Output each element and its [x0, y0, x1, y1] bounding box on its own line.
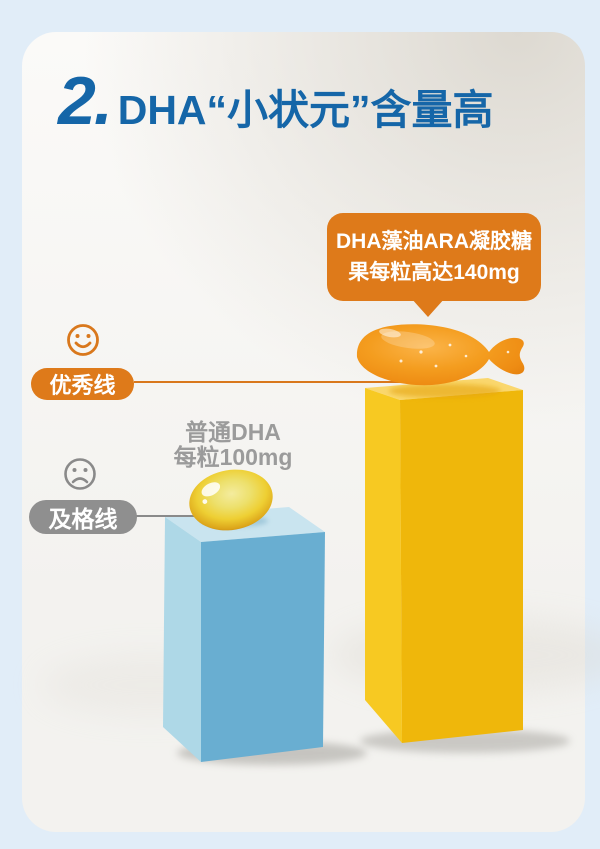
- capsule-highlight: [201, 482, 221, 497]
- excellent-line-label: 优秀线: [49, 373, 116, 398]
- callout-line1: DHA藻油ARA凝胶糖: [336, 230, 532, 253]
- pass-line-label: 及格线: [48, 506, 118, 532]
- blue-bar-left-face: [163, 517, 201, 762]
- fish-sparkles: [399, 343, 510, 368]
- excellent-line-badge: 优秀线: [31, 368, 134, 400]
- ordinary-dha-label: 普通DHA 每粒100mg: [150, 420, 316, 470]
- title-number: 2.: [58, 63, 113, 139]
- blue-bar-front-face: [201, 532, 325, 762]
- sad-face-icon: [64, 458, 96, 490]
- ordinary-dha-amount: 每粒100mg: [173, 444, 293, 470]
- ordinary-dha-name: 普通DHA: [185, 419, 281, 445]
- callout-line2: 果每粒高达140mg: [348, 261, 520, 284]
- fish-contact-shadow: [389, 384, 501, 398]
- yellow-bar-left-face: [365, 388, 402, 743]
- callout-pointer: [411, 298, 445, 317]
- fish-body: [356, 324, 525, 386]
- blue-bar-ordinary-dha: [163, 507, 325, 762]
- yellow-bar-product-dha: [365, 378, 523, 743]
- pass-line-badge: 及格线: [29, 500, 137, 534]
- fish-highlight-spot: [379, 328, 401, 338]
- yellow-bar-front-face: [400, 390, 523, 743]
- fish-gummy: [356, 324, 525, 398]
- title-text: DHA“小状元”含量高: [117, 87, 494, 133]
- page-title: 2. DHA“小状元”含量高: [58, 62, 558, 140]
- capsule-sparkle: [202, 499, 208, 504]
- callout-bubble: DHA藻油ARA凝胶糖 果每粒高达140mg: [327, 213, 541, 301]
- smiley-face-icon: [67, 324, 99, 356]
- capsule-gummy: [189, 469, 273, 531]
